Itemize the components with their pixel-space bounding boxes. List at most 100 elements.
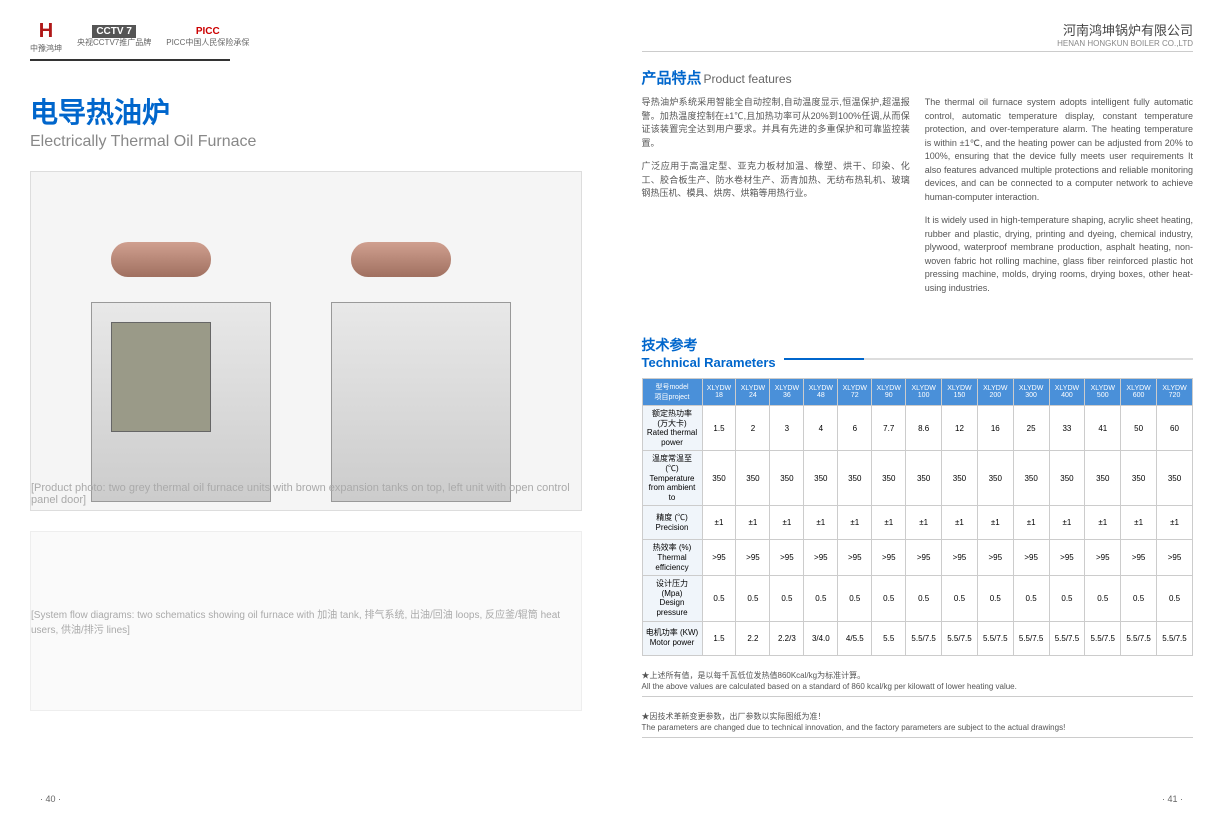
cell: 0.5 xyxy=(906,576,942,621)
model-col: XLYDW 72 xyxy=(838,379,872,406)
cell: >95 xyxy=(1049,540,1085,576)
feat-en-p1: The thermal oil furnace system adopts in… xyxy=(925,96,1193,204)
cell: >95 xyxy=(1121,540,1157,576)
system-diagram: [System flow diagrams: two schematics sh… xyxy=(30,531,582,711)
title-cn: 电导热油炉 xyxy=(30,91,582,131)
cell: 350 xyxy=(838,451,872,506)
cell: ±1 xyxy=(804,506,838,540)
cell: 2.2/3 xyxy=(770,621,804,655)
row-label: 温度常温至 (℃) Temperature from ambient to xyxy=(642,451,702,506)
cell: 33 xyxy=(1049,406,1085,451)
cell: 5.5/7.5 xyxy=(942,621,978,655)
features-col-en: The thermal oil furnace system adopts in… xyxy=(925,96,1193,305)
cell: >95 xyxy=(942,540,978,576)
feat-cn-p1: 导热油炉系统采用智能全自动控制,自动温度显示,恒温保护,超温报警。加热温度控制在… xyxy=(642,96,910,150)
cell: 5.5 xyxy=(872,621,906,655)
feat-en-p2: It is widely used in high-temperature sh… xyxy=(925,214,1193,295)
cell: ±1 xyxy=(1085,506,1121,540)
cell: 0.5 xyxy=(702,576,736,621)
cell: 3 xyxy=(770,406,804,451)
cell: 350 xyxy=(872,451,906,506)
logo-cctv: CCTV 7 央视CCTV7推广品牌 xyxy=(77,26,151,48)
cell: ±1 xyxy=(770,506,804,540)
cell: 41 xyxy=(1085,406,1121,451)
table-row: 电机功率 (KW) Motor power1.52.22.2/33/4.04/5… xyxy=(642,621,1193,655)
cell: 25 xyxy=(1013,406,1049,451)
cell: 5.5/7.5 xyxy=(1121,621,1157,655)
tech-title-en: Technical Rarameters xyxy=(642,355,776,370)
cell: ±1 xyxy=(1013,506,1049,540)
model-col: XLYDW 720 xyxy=(1157,379,1193,406)
cell: >95 xyxy=(838,540,872,576)
cell: ±1 xyxy=(1049,506,1085,540)
cell: 5.5/7.5 xyxy=(977,621,1013,655)
page-number-right: · 41 · xyxy=(1162,794,1183,804)
cell: 350 xyxy=(770,451,804,506)
title-en: Electrically Thermal Oil Furnace xyxy=(30,133,582,151)
tech-title-cn: 技术参考 xyxy=(642,335,776,355)
cell: 350 xyxy=(906,451,942,506)
cell: >95 xyxy=(1013,540,1049,576)
cell: >95 xyxy=(1085,540,1121,576)
header-logos: H 中豫鸿坤 CCTV 7 央视CCTV7推广品牌 PICC PICC中国人民保… xyxy=(30,20,582,54)
logo2-text: 央视CCTV7推广品牌 xyxy=(77,37,151,48)
model-col: XLYDW 150 xyxy=(942,379,978,406)
cell: 5.5/7.5 xyxy=(906,621,942,655)
page-number-left: · 40 · xyxy=(40,794,61,804)
cell: 0.5 xyxy=(1085,576,1121,621)
cell: 4/5.5 xyxy=(838,621,872,655)
cell: 0.5 xyxy=(1121,576,1157,621)
cell: >95 xyxy=(872,540,906,576)
cell: ±1 xyxy=(736,506,770,540)
cell: ±1 xyxy=(977,506,1013,540)
cell: >95 xyxy=(906,540,942,576)
model-col: XLYDW 90 xyxy=(872,379,906,406)
cell: 4 xyxy=(804,406,838,451)
table-row: 温度常温至 (℃) Temperature from ambient to 350… xyxy=(642,451,1193,506)
cell: 350 xyxy=(1121,451,1157,506)
cell: 5.5/7.5 xyxy=(1157,621,1193,655)
tech-title: 技术参考 Technical Rarameters xyxy=(642,335,1194,370)
cell: >95 xyxy=(804,540,838,576)
cell: ±1 xyxy=(942,506,978,540)
model-col: XLYDW 100 xyxy=(906,379,942,406)
footnote-1: ★上述所有值，是以每千瓦低位发热值860Kcal/kg为标准计算。 All th… xyxy=(642,666,1194,697)
cell: 12 xyxy=(942,406,978,451)
footnote-2: ★因技术革新变更参数，出厂参数以实际图纸为准！ The parameters a… xyxy=(642,707,1194,738)
product-image: [Product photo: two grey thermal oil fur… xyxy=(30,171,582,511)
cell: 7.7 xyxy=(872,406,906,451)
model-col: XLYDW 400 xyxy=(1049,379,1085,406)
row-label: 电机功率 (KW) Motor power xyxy=(642,621,702,655)
cell: 0.5 xyxy=(942,576,978,621)
cell: 0.5 xyxy=(1013,576,1049,621)
cell: 6 xyxy=(838,406,872,451)
feat-cn-p2: 广泛应用于高温定型、亚克力板材加温、橡塑、烘干、印染、化工、胶合板生产、防水卷材… xyxy=(642,160,910,201)
model-col: XLYDW 48 xyxy=(804,379,838,406)
model-col: XLYDW 36 xyxy=(770,379,804,406)
logo-h-mark: H xyxy=(30,20,62,43)
cell: 8.6 xyxy=(906,406,942,451)
cell: ±1 xyxy=(872,506,906,540)
model-col: XLYDW 300 xyxy=(1013,379,1049,406)
features-title-cn: 产品特点 xyxy=(642,70,702,87)
parameters-table: 型号model 项目project XLYDW 18XLYDW 24XLYDW … xyxy=(642,378,1194,656)
cell: >95 xyxy=(977,540,1013,576)
cell: 0.5 xyxy=(1049,576,1085,621)
row-label: 热效率 (%) Thermal efficiency xyxy=(642,540,702,576)
model-col: XLYDW 200 xyxy=(977,379,1013,406)
logo1-text: 中豫鸿坤 xyxy=(30,43,62,54)
cell: 5.5/7.5 xyxy=(1085,621,1121,655)
model-col: XLYDW 18 xyxy=(702,379,736,406)
right-page: 河南鸿坤锅炉有限公司 HENAN HONGKUN BOILER CO.,LTD … xyxy=(612,0,1223,824)
cell: 0.5 xyxy=(770,576,804,621)
cell: 2.2 xyxy=(736,621,770,655)
cell: >95 xyxy=(736,540,770,576)
cell: ±1 xyxy=(1121,506,1157,540)
cell: 5.5/7.5 xyxy=(1013,621,1049,655)
cell: 3/4.0 xyxy=(804,621,838,655)
table-row: 设计压力 (Mpa) Design pressure0.50.50.50.50.… xyxy=(642,576,1193,621)
cell: 1.5 xyxy=(702,621,736,655)
right-header: 河南鸿坤锅炉有限公司 HENAN HONGKUN BOILER CO.,LTD xyxy=(642,20,1194,52)
cell: 0.5 xyxy=(804,576,838,621)
cell: 2 xyxy=(736,406,770,451)
